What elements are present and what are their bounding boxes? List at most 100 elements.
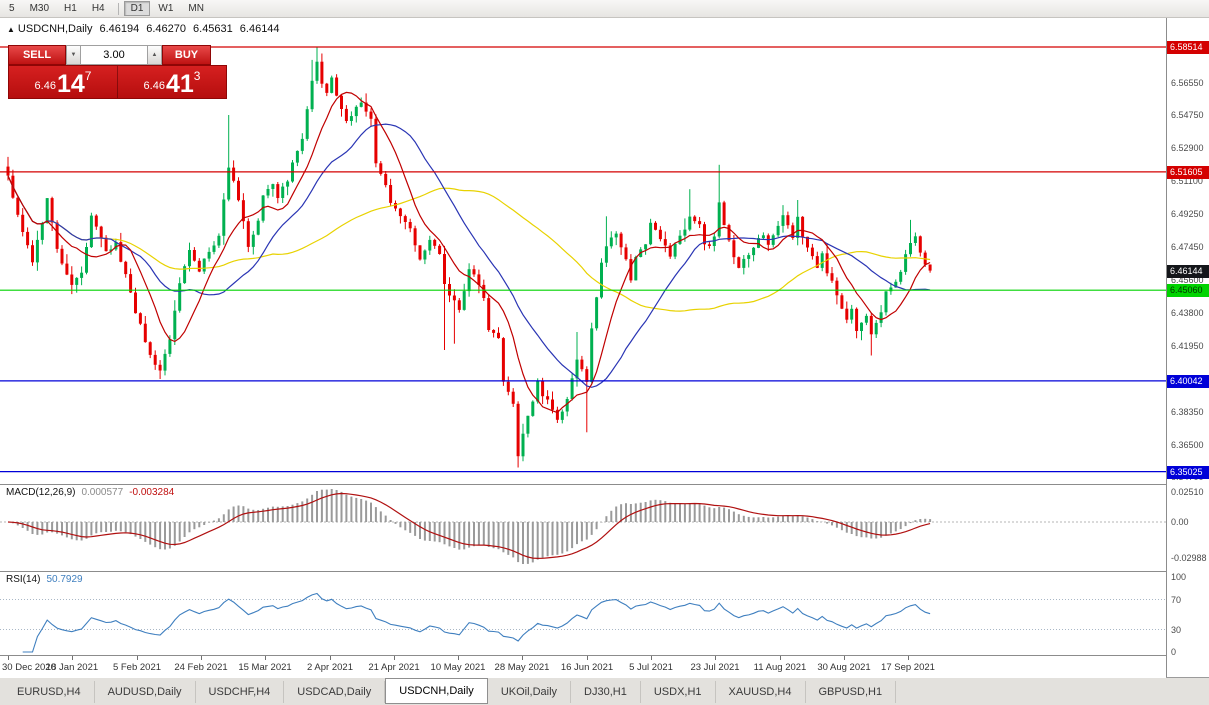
timeframe-toolbar: 5 M30 H1 H4 D1 W1 MN [0, 0, 1209, 18]
price-tick-label: 6.41950 [1171, 341, 1204, 351]
rsi-indicator-pane[interactable] [0, 572, 1166, 655]
time-tick [72, 656, 73, 660]
time-label: 17 Sep 2021 [881, 662, 935, 673]
timeframe-button-H4[interactable]: H4 [91, 3, 105, 14]
time-label: 24 Feb 2021 [174, 662, 228, 673]
volume-up-button[interactable]: ▲ [147, 45, 162, 65]
time-tick [394, 656, 395, 660]
buy-button[interactable]: BUY [162, 45, 211, 65]
rsi-axis-label: 100 [1171, 572, 1187, 582]
current-price-badge: 6.46144 [1167, 265, 1209, 278]
time-axis[interactable]: 30 Dec 2020 18 Jan 2021 5 Feb 2021 24 Feb 2… [0, 655, 1166, 678]
macd-signal-value: -0.003284 [129, 487, 175, 498]
bid-prefix: 6.46 [34, 80, 56, 92]
price-tick-label: 6.49250 [1171, 209, 1204, 219]
time-label: 11 Aug 2021 [753, 662, 807, 673]
timeframe-button-D1[interactable]: D1 [123, 1, 151, 16]
macd-axis-label: -0.02988 [1171, 553, 1207, 563]
time-tick [8, 656, 9, 660]
time-label: 21 Apr 2021 [368, 662, 420, 673]
time-label: 28 May 2021 [494, 662, 550, 673]
time-label: 30 Dec 2020 [2, 662, 56, 673]
chart-marker-icon: ▲ [7, 25, 15, 34]
chart-title: ▲ USDCNH,Daily 6.46194 6.46270 6.45631 6.4614… [7, 23, 287, 35]
time-label: 15 Mar 2021 [238, 662, 292, 673]
support-blue1-badge: 6.40042 [1167, 375, 1209, 388]
pane-separator-rsi[interactable] [0, 571, 1209, 572]
chart-plot[interactable]: 30 Dec 2020 18 Jan 2021 5 Feb 2021 24 Feb 2… [0, 18, 1166, 678]
time-label: 5 Feb 2021 [112, 662, 162, 673]
price-tick-label: 6.54750 [1171, 110, 1204, 120]
chart-symbol-label: USDCNH,Daily [17, 23, 93, 35]
tab-usdx-h1[interactable]: USDX,H1 [641, 681, 716, 703]
time-tick [330, 656, 331, 660]
time-tick [201, 656, 202, 660]
time-label: 23 Jul 2021 [690, 662, 740, 673]
tab-usdchf-h4[interactable]: USDCHF,H4 [196, 681, 285, 703]
timeframe-button-H1[interactable]: H1 [64, 3, 77, 14]
macd-indicator-pane[interactable] [0, 485, 1166, 571]
price-tick-label: 6.56550 [1171, 78, 1204, 88]
macd-name: MACD(12,26,9) [6, 487, 76, 498]
tab-audusd-daily[interactable]: AUDUSD,Daily [95, 681, 196, 703]
ohlc-close: 6.46144 [239, 23, 280, 35]
tab-xauusd-h4[interactable]: XAUUSD,H4 [716, 681, 806, 703]
tab-gbpusd-h1[interactable]: GBPUSD,H1 [806, 681, 897, 703]
tab-ukoil-daily[interactable]: UKOil,Daily [488, 681, 572, 703]
resistance-lower-badge: 6.51605 [1167, 166, 1209, 179]
tab-usdcnh-daily[interactable]: USDCNH,Daily [385, 678, 488, 704]
time-tick [715, 656, 716, 660]
time-label: 18 Jan 2021 [45, 662, 99, 673]
support-blue2-badge: 6.35025 [1167, 466, 1209, 479]
toolbar-separator [117, 2, 119, 15]
volume-input[interactable] [81, 45, 147, 65]
pane-separator-macd[interactable] [0, 484, 1209, 485]
price-tick-label: 6.51100 [1171, 176, 1203, 186]
price-tick-label: 6.47450 [1171, 242, 1204, 252]
rsi-label: RSI(14) 50.7929 [6, 574, 89, 585]
macd-label: MACD(12,26,9) 0.000577 -0.003284 [6, 487, 180, 498]
ask-big-digits: 41 [165, 70, 194, 98]
time-tick [587, 656, 588, 660]
ask-price[interactable]: 6.46 41 3 [117, 66, 226, 98]
time-tick [844, 656, 845, 660]
timeframe-button-5[interactable]: 5 [9, 3, 15, 14]
time-tick [522, 656, 523, 660]
timeframe-button-M30[interactable]: M30 [29, 3, 50, 14]
sell-button[interactable]: SELL [8, 45, 66, 65]
bid-price[interactable]: 6.46 14 7 [9, 66, 117, 98]
price-tick-label: 6.43800 [1171, 308, 1204, 318]
volume-down-button[interactable]: ▼ [66, 45, 81, 65]
timeframe-button-MN[interactable]: MN [188, 3, 204, 14]
support-green-badge: 6.45060 [1167, 284, 1209, 297]
timeframe-button-W1[interactable]: W1 [158, 3, 174, 14]
rsi-axis-label: 0 [1171, 647, 1177, 657]
tab-usdcad-daily[interactable]: USDCAD,Daily [284, 681, 386, 703]
rsi-name: RSI(14) [6, 574, 41, 585]
ohlc-low: 6.45631 [193, 23, 233, 35]
rsi-axis-label: 70 [1171, 595, 1182, 605]
price-tick-label: 6.36500 [1171, 440, 1204, 450]
price-chart[interactable] [0, 18, 1166, 484]
rsi-value: 50.7929 [46, 574, 83, 585]
time-label: 16 Jun 2021 [560, 662, 614, 673]
ohlc-open: 6.46194 [99, 23, 140, 35]
ask-prefix: 6.46 [143, 80, 165, 92]
bid-big-digits: 14 [56, 70, 85, 98]
ask-pip-digit: 3 [193, 69, 201, 83]
tab-dj30-h1[interactable]: DJ30,H1 [571, 681, 641, 703]
time-tick [780, 656, 781, 660]
tab-eurusd-h4[interactable]: EURUSD,H4 [4, 681, 95, 703]
rsi-axis-label: 30 [1171, 625, 1182, 635]
ohlc-high: 6.46270 [146, 23, 187, 35]
chart-window: 30 Dec 2020 18 Jan 2021 5 Feb 2021 24 Feb 2… [0, 18, 1209, 678]
arrow-up-icon: ▲ [151, 52, 158, 58]
price-axis[interactable]: 6.56550 6.54750 6.52900 6.51100 6.49250 6.474… [1166, 18, 1209, 677]
macd-axis-label: 0.02510 [1171, 487, 1204, 497]
price-tick-label: 6.45600 [1171, 275, 1204, 285]
symbol-tabbar: EURUSD,H4 AUDUSD,Daily USDCHF,H4 USDCAD,Dai… [0, 677, 1209, 705]
arrow-down-icon: ▼ [70, 52, 77, 58]
time-label: 5 Jul 2021 [629, 662, 673, 673]
